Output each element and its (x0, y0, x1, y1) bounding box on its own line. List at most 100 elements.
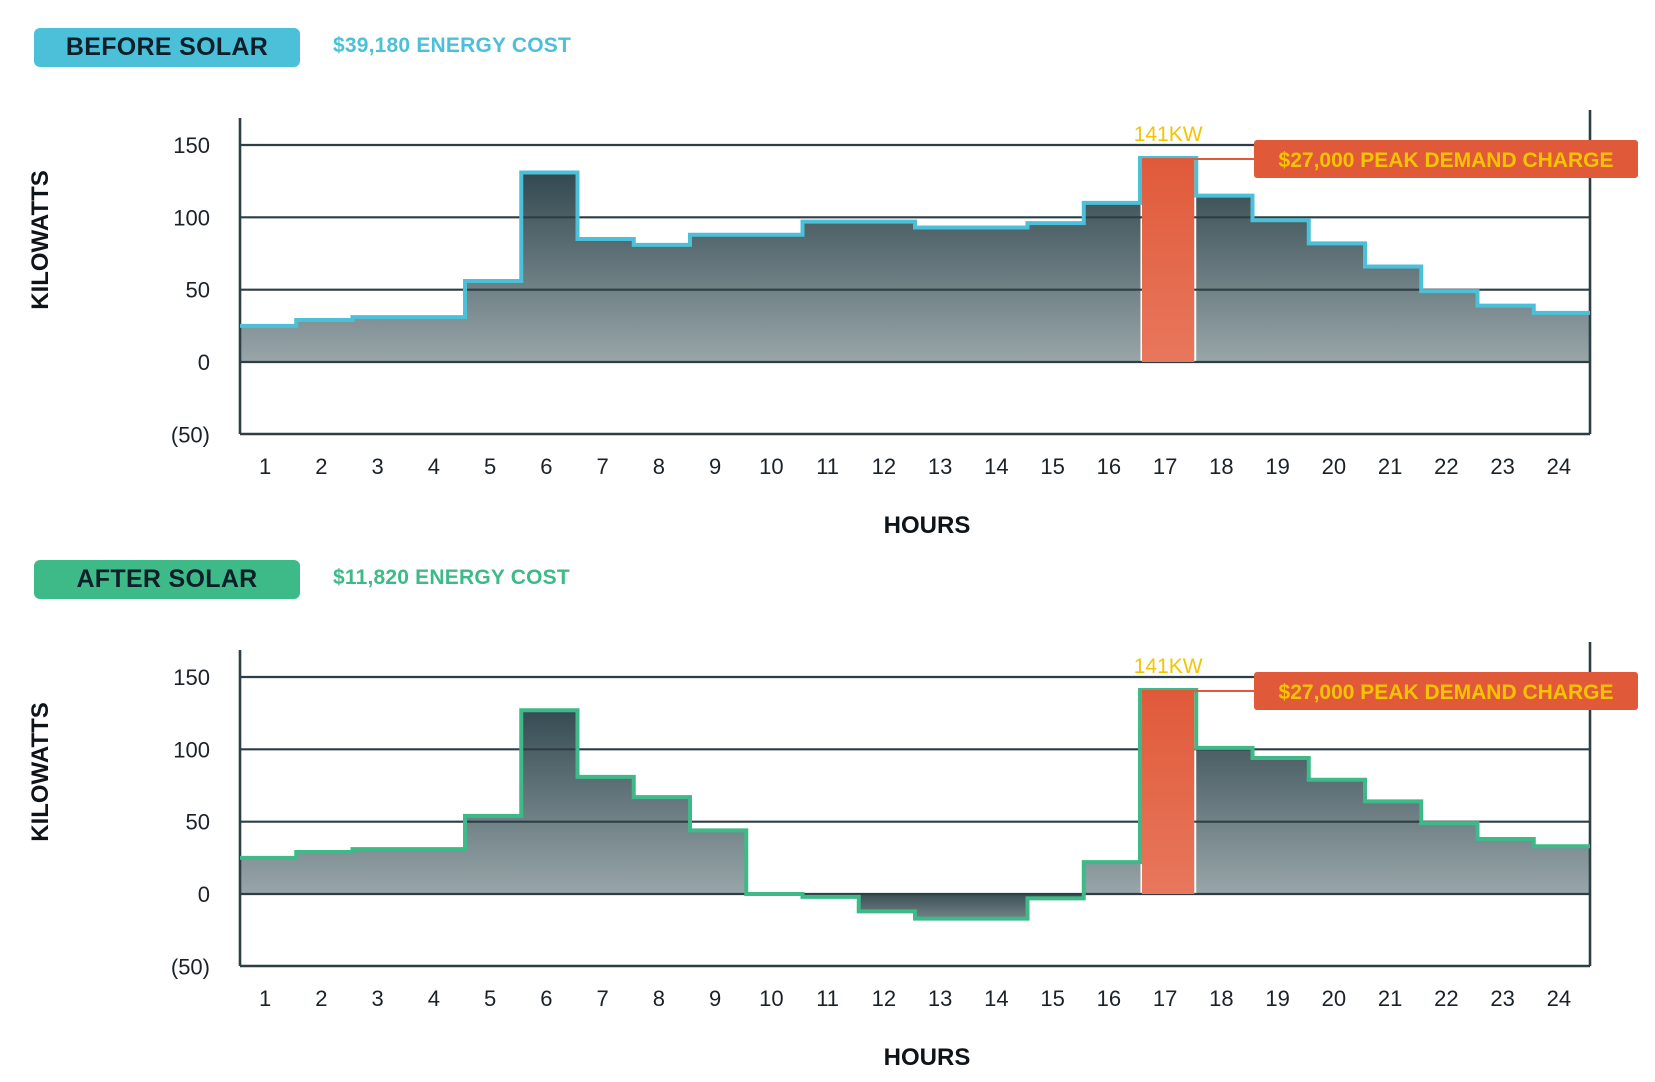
before-x-tick-16: 16 (1097, 454, 1121, 479)
after-x-tick-7: 7 (597, 986, 609, 1011)
after-area-hour-23 (1477, 839, 1535, 894)
before-peak-charge-box (1254, 140, 1638, 179)
after-area-hour-5 (465, 815, 522, 894)
after-x-tick-4: 4 (428, 986, 440, 1011)
after-y-tick-2: 50 (186, 810, 210, 835)
after-x-tick-15: 15 (1040, 986, 1064, 1011)
before-solar-badge: BEFORE SOLAR (34, 28, 300, 67)
after-x-tick-17: 17 (1153, 986, 1177, 1011)
after-area-hour-8 (633, 797, 691, 894)
before-solar-panel: BEFORE SOLAR $39,180 ENERGY COST 141KW $2… (0, 0, 1655, 539)
before-area-hour-20 (1308, 243, 1366, 362)
after-x-tick-21: 21 (1378, 986, 1402, 1011)
after-x-tick-12: 12 (872, 986, 896, 1011)
before-y-tick-1: 100 (173, 205, 210, 230)
after-area-hour-4 (408, 849, 466, 894)
before-solar-chart: 141KW $27,000 PEAK DEMAND CHARGE 150 100 50 0… (27, 110, 1638, 539)
before-series-line (240, 156, 1590, 328)
before-x-tick-24: 24 (1547, 454, 1571, 479)
before-x-tick-12: 12 (872, 454, 896, 479)
before-area-hour-13 (915, 227, 972, 362)
after-x-axis-title: HOURS (884, 1044, 971, 1071)
after-x-tick-11: 11 (816, 986, 839, 1011)
before-y-tick-0: 150 (173, 133, 210, 158)
after-series-line (240, 688, 1590, 921)
after-x-tick-5: 5 (484, 986, 496, 1011)
before-area-hour-10 (746, 234, 803, 362)
after-x-tick-19: 19 (1265, 986, 1289, 1011)
after-x-tick-22: 22 (1434, 986, 1458, 1011)
before-area-hour-8 (633, 244, 691, 362)
after-area-hour-2 (296, 852, 353, 894)
before-x-tick-20: 20 (1322, 454, 1346, 479)
before-area-hour-3 (352, 317, 410, 362)
after-y-tick-0: 150 (173, 665, 210, 690)
after-area-hour-21 (1365, 801, 1422, 894)
before-x-tick-1: 1 (259, 454, 271, 479)
after-y-axis-title: KILOWATTS (27, 702, 54, 842)
before-x-axis-title: HOURS (884, 512, 971, 539)
after-area-hour-12 (858, 894, 916, 912)
before-x-tick-19: 19 (1265, 454, 1289, 479)
after-area-hour-15 (1027, 894, 1085, 899)
before-area-hour-1 (240, 325, 297, 362)
after-area-hour-14 (971, 894, 1028, 919)
before-area-hour-12 (858, 221, 916, 362)
after-y-tick-3: 0 (198, 882, 210, 907)
before-area-hour-14 (971, 227, 1028, 362)
after-solar-chart: 141KW $27,000 PEAK DEMAND CHARGE 150 100 50 0… (27, 642, 1638, 1071)
after-area-hour-13 (915, 894, 972, 919)
before-x-tick-2: 2 (315, 454, 327, 479)
before-x-tick-7: 7 (597, 454, 609, 479)
before-area-hour-9 (690, 234, 747, 362)
before-area-hour-18 (1196, 195, 1253, 362)
after-area-hour-24 (1533, 846, 1591, 894)
after-x-tick-9: 9 (709, 986, 721, 1011)
after-x-tick-14: 14 (984, 986, 1008, 1011)
before-x-tick-6: 6 (540, 454, 552, 479)
before-x-tick-13: 13 (928, 454, 952, 479)
after-x-tick-16: 16 (1097, 986, 1121, 1011)
after-x-tick-23: 23 (1490, 986, 1514, 1011)
after-solar-energy-cost: $11,820 ENERGY COST (333, 566, 570, 589)
before-area-hour-4 (408, 317, 466, 362)
after-area-hour-1 (240, 857, 297, 894)
after-area-hour-16 (1083, 862, 1141, 894)
after-y-tick-4: (50) (171, 954, 210, 979)
before-area-hour-24 (1533, 312, 1591, 362)
before-x-tick-14: 14 (984, 454, 1008, 479)
after-solar-panel: AFTER SOLAR $11,820 ENERGY COST 141KW $27… (0, 532, 1655, 1071)
after-x-tick-13: 13 (928, 986, 952, 1011)
after-x-tick-8: 8 (653, 986, 665, 1011)
before-x-tick-21: 21 (1378, 454, 1402, 479)
after-x-tick-10: 10 (759, 986, 783, 1011)
before-area-hour-11 (802, 221, 860, 362)
before-x-tick-17: 17 (1153, 454, 1177, 479)
before-area-hour-19 (1252, 220, 1310, 362)
before-x-tick-22: 22 (1434, 454, 1458, 479)
after-x-tick-3: 3 (372, 986, 384, 1011)
before-x-tick-3: 3 (372, 454, 384, 479)
before-area-hour-22 (1421, 291, 1478, 362)
before-x-tick-10: 10 (759, 454, 783, 479)
after-area-hour-6 (521, 710, 578, 894)
before-solar-energy-cost: $39,180 ENERGY COST (333, 34, 572, 57)
before-x-tick-8: 8 (653, 454, 665, 479)
before-x-tick-11: 11 (816, 454, 839, 479)
before-area-hour-7 (577, 239, 635, 362)
before-peak-bar (1142, 158, 1195, 362)
after-peak-bar (1142, 690, 1195, 894)
after-area-hour-22 (1421, 823, 1478, 894)
before-x-tick-18: 18 (1209, 454, 1233, 479)
before-area-hour-16 (1083, 202, 1141, 362)
before-area-hour-6 (521, 172, 578, 362)
before-area-hour-23 (1477, 305, 1535, 362)
before-x-tick-9: 9 (709, 454, 721, 479)
after-peak-charge-box (1254, 672, 1638, 711)
before-area-hour-5 (465, 280, 522, 362)
before-y-tick-3: 0 (198, 350, 210, 375)
after-peak-charge-label: $27,000 PEAK DEMAND CHARGE (1279, 681, 1614, 704)
before-x-tick-23: 23 (1490, 454, 1514, 479)
before-area-hour-21 (1365, 266, 1422, 362)
after-x-tick-24: 24 (1547, 986, 1571, 1011)
